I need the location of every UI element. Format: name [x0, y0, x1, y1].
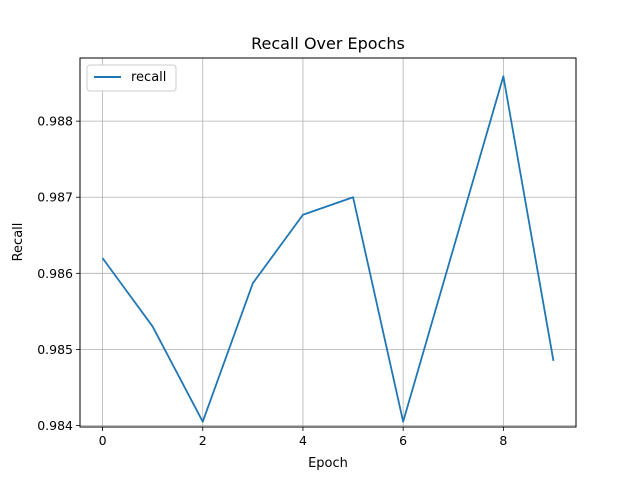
- y-axis: 0.984 0.985 0.986 0.987 0.988: [37, 114, 80, 433]
- x-tick-label: 6: [399, 433, 407, 448]
- x-axis: 0 2 4 6 8: [99, 427, 507, 448]
- x-tick-label: 4: [299, 433, 307, 448]
- legend-box: [86, 64, 177, 92]
- grid: [80, 58, 576, 427]
- y-tick-label: 0.985: [37, 342, 73, 357]
- x-axis-label: Epoch: [308, 456, 348, 471]
- series-line-recall: [101, 75, 555, 423]
- x-tick-label: 2: [199, 433, 207, 448]
- legend: recall: [86, 64, 177, 92]
- y-tick-label: 0.987: [37, 190, 73, 205]
- series-layer: [101, 75, 555, 423]
- y-axis-label: Recall: [11, 223, 26, 262]
- y-tick-label: 0.988: [37, 114, 73, 129]
- x-tick-label: 8: [499, 433, 507, 448]
- chart-title: Recall Over Epochs: [251, 34, 405, 53]
- legend-label: recall: [131, 70, 166, 85]
- y-tick-label: 0.986: [37, 266, 73, 281]
- plot-frame: [79, 57, 577, 428]
- x-tick-label: 0: [99, 433, 107, 448]
- y-tick-label: 0.984: [37, 418, 73, 433]
